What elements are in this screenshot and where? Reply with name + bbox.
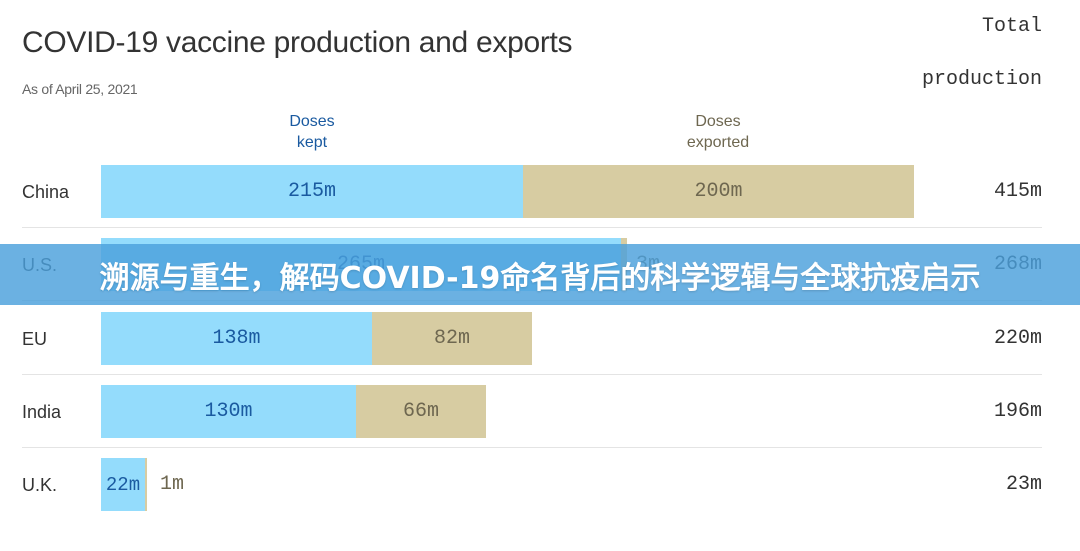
- chart-title: COVID-19 vaccine production and exports: [22, 26, 573, 59]
- header-total-production: Total production: [922, 0, 1042, 106]
- total-value: 196m: [993, 400, 1042, 423]
- banner-text: 溯源与重生，解码COVID-19命名背后的科学逻辑与全球抗疫启示: [99, 260, 981, 296]
- bar-value: 138m: [212, 327, 261, 350]
- bar-doses-exported: 66m: [356, 385, 486, 438]
- row-divider: [22, 374, 1042, 375]
- bar-value: 82m: [433, 327, 470, 350]
- bar-value: 22m: [105, 473, 141, 496]
- bar-doses-exported: 82m: [372, 312, 532, 365]
- chart-row-china: China 215m 200m 415m: [0, 165, 1080, 238]
- header-total-line1: Total: [981, 15, 1042, 38]
- total-value: 415m: [993, 180, 1042, 203]
- bar-doses-kept: 215m: [101, 165, 523, 218]
- country-label: U.K.: [22, 475, 58, 495]
- bar-value: 130m: [204, 400, 253, 423]
- bar-value: 66m: [402, 400, 439, 423]
- header-doses-exported: Doses exported: [668, 111, 768, 153]
- total-value: 220m: [993, 327, 1042, 350]
- bar-doses-exported: [145, 458, 147, 511]
- bar-value: 200m: [694, 180, 743, 203]
- bar-doses-kept: 130m: [101, 385, 356, 438]
- header-kept-line1: Doses: [289, 113, 335, 130]
- header-total-line2: production: [922, 68, 1043, 91]
- header-exported-line2: exported: [686, 134, 750, 151]
- country-label: India: [22, 402, 62, 422]
- row-divider: [22, 227, 1042, 228]
- chart-row-uk: U.K. 22m 1m 23m: [0, 458, 1080, 531]
- chart-row-eu: EU 138m 82m 220m: [0, 312, 1080, 385]
- header-kept-line2: kept: [296, 134, 328, 151]
- overlay-headline-banner: 溯源与重生，解码COVID-19命名背后的科学逻辑与全球抗疫启示: [0, 244, 1080, 305]
- total-value: 23m: [1005, 473, 1042, 496]
- bar-value-exported-outside: 1m: [160, 473, 185, 496]
- bar-doses-exported: 200m: [523, 165, 914, 218]
- bar-doses-kept: 22m: [101, 458, 145, 511]
- bar-value: 215m: [287, 180, 336, 203]
- header-exported-line1: Doses: [695, 113, 741, 130]
- chart-row-india: India 130m 66m 196m: [0, 385, 1080, 458]
- chart-subtitle: As of April 25, 2021: [22, 81, 138, 97]
- bar-doses-kept: 138m: [101, 312, 372, 365]
- header-doses-kept: Doses kept: [262, 111, 362, 153]
- country-label: EU: [22, 329, 48, 349]
- country-label: China: [22, 182, 70, 202]
- row-divider: [22, 447, 1042, 448]
